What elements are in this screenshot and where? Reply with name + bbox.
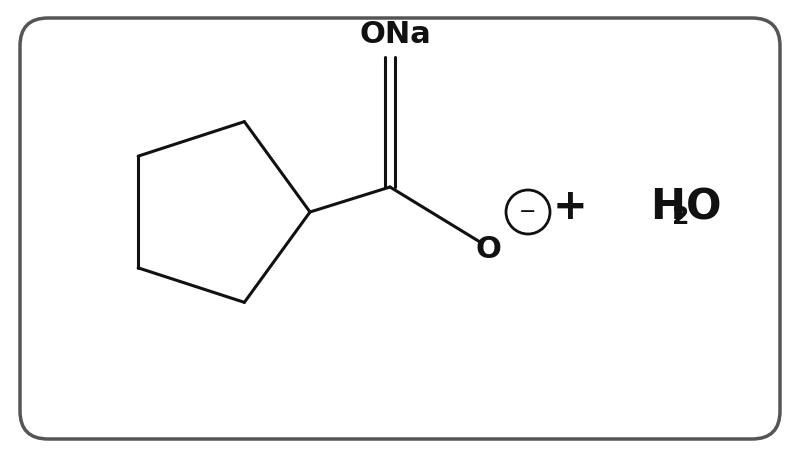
Text: 2: 2 xyxy=(672,205,690,229)
FancyBboxPatch shape xyxy=(20,18,780,439)
Text: −: − xyxy=(519,202,537,222)
Text: H: H xyxy=(650,186,685,228)
Text: O: O xyxy=(686,186,722,228)
Text: ONa: ONa xyxy=(359,20,431,49)
Text: +: + xyxy=(553,186,587,228)
Text: O: O xyxy=(475,235,501,265)
